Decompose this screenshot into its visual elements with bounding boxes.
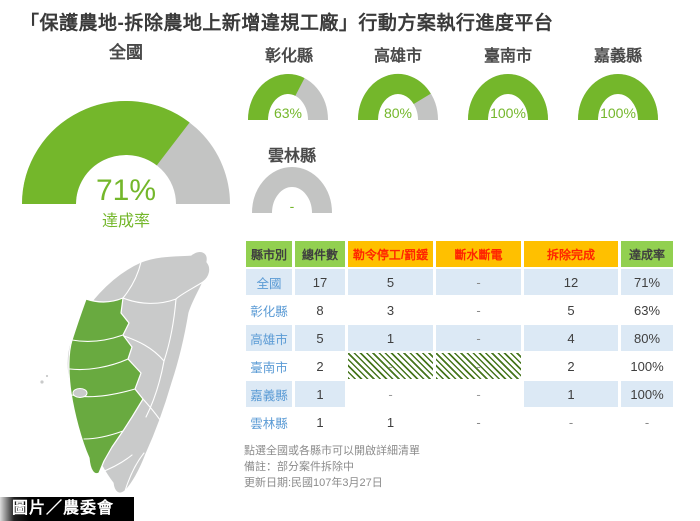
column-header: 勒令停工/罰鍰 (348, 241, 433, 267)
gauge-changhua[interactable]: 63% (242, 70, 334, 129)
table-cell: 1 (348, 325, 433, 351)
gauge-fill (248, 74, 305, 121)
table-row: 彰化縣 8 3-5 63% (246, 297, 673, 323)
gauge-yunlin[interactable]: - (246, 163, 338, 222)
table-cell: - (621, 409, 673, 435)
table-cell: 1 (524, 381, 618, 407)
gauge-value: - (290, 198, 295, 214)
table-cell: 4 (524, 325, 618, 351)
gauge-chiayi[interactable]: 100% (572, 70, 664, 129)
table-cell: 3 (348, 297, 433, 323)
gauge-kaohsiung[interactable]: 80% (352, 70, 444, 129)
table-cell: - (524, 409, 618, 435)
county-link[interactable]: 雲林縣 (246, 409, 292, 435)
table-cell: 1 (295, 381, 345, 407)
table-body: 全國 17 5-12 71% 彰化縣 8 3-5 63% 高雄市 5 1-4 80% 臺南市 2- -2 10… (246, 269, 673, 435)
county-link[interactable]: 高雄市 (246, 325, 292, 351)
table-cell: 1 (348, 409, 433, 435)
table-row: 嘉義縣 1- -1 100% (246, 381, 673, 407)
county-link[interactable]: 彰化縣 (246, 297, 292, 323)
gauge-label-tainan: 臺南市 (483, 48, 532, 65)
county-borders (98, 261, 204, 492)
table-cell: 5 (295, 325, 345, 351)
column-header: 斷水斷電 (436, 241, 521, 267)
footnotes: 點選全國或各縣市可以開啟詳細清單 備註：部分案件拆除中 更新日期:民國107年3… (244, 443, 420, 491)
gauge-value: 100% (490, 105, 526, 121)
gauge-tainan[interactable]: 100% (462, 70, 554, 129)
gauge-label-changhua: 彰化縣 (264, 48, 313, 65)
footnote-remark: 備註：部分案件拆除中 (244, 461, 354, 473)
table-cell: 1 (295, 409, 345, 435)
county-link[interactable]: 全國 (246, 269, 292, 295)
table-cell: 12 (524, 269, 618, 295)
column-header: 總件數 (295, 241, 345, 267)
gauge-fill (468, 74, 548, 121)
table-cell: 100% (621, 381, 673, 407)
table-cell: - (436, 269, 521, 295)
table-cell: - (436, 409, 521, 435)
gauge-label-national: 全國 (109, 43, 143, 62)
table-cell: - (436, 325, 521, 351)
gauge-fill (358, 74, 431, 121)
county-link[interactable]: 臺南市 (246, 353, 292, 379)
table-cell: 17 (295, 269, 345, 295)
gauge-fill (22, 101, 190, 206)
table-cell: 100% (621, 353, 673, 379)
table-row: 雲林縣 1 1- - - (246, 409, 673, 435)
gauge-label-yunlin: 雲林縣 (267, 148, 316, 165)
county-link[interactable]: 嘉義縣 (246, 381, 292, 407)
table-cell: 5 (348, 269, 433, 295)
chiayi-city-enclave (72, 388, 88, 398)
taiwan-map[interactable] (28, 243, 233, 501)
gauge-sublabel: 達成率 (102, 212, 150, 230)
table-row: 臺南市 2- -2 100% (246, 353, 673, 379)
table-cell: 2 (524, 353, 618, 379)
gauge-label-chiayi: 嘉義縣 (593, 48, 642, 65)
table-cell: - (436, 353, 521, 379)
offshore-islet (40, 380, 44, 384)
gauge-value: 63% (274, 105, 302, 121)
gauge-national[interactable]: 71% 達成率 (18, 94, 234, 245)
column-header: 縣市別 (246, 241, 292, 267)
gauge-fill (578, 74, 658, 121)
gauge-label-kaohsiung: 高雄市 (373, 48, 422, 65)
page-title: 「保護農地-拆除農地上新增違規工廠」行動方案執行進度平台 (20, 13, 554, 34)
column-header: 拆除完成 (524, 241, 618, 267)
gauge-track (252, 167, 332, 214)
table-cell: - (348, 353, 433, 379)
table-cell: 80% (621, 325, 673, 351)
image-credit: 圖片／農委會 (0, 497, 134, 521)
table-cell: - (436, 297, 521, 323)
table-row: 全國 17 5-12 71% (246, 269, 673, 295)
column-header: 達成率 (621, 241, 673, 267)
progress-table: 縣市別 總件數 勒令停工/罰鍰 斷水斷電 拆除完成 達成率 全國 17 5-12 71% 彰化縣 8… (243, 239, 676, 437)
footnote-updated: 更新日期:民國107年3月27日 (244, 477, 383, 489)
table-cell: - (348, 381, 433, 407)
gauge-value: 71% (96, 174, 156, 207)
table-row: 高雄市 5 1-4 80% (246, 325, 673, 351)
table-cell: - (436, 381, 521, 407)
table-cell: 8 (295, 297, 345, 323)
gauge-value: 80% (384, 105, 412, 121)
table-header-row: 縣市別 總件數 勒令停工/罰鍰 斷水斷電 拆除完成 達成率 (246, 241, 673, 267)
table-cell: 5 (524, 297, 618, 323)
table-cell: 71% (621, 269, 673, 295)
table-cell: 63% (621, 297, 673, 323)
table-cell: 2 (295, 353, 345, 379)
footnote-click-hint: 點選全國或各縣市可以開啟詳細清單 (244, 445, 420, 457)
gauge-value: 100% (600, 105, 636, 121)
offshore-islet (45, 374, 49, 378)
